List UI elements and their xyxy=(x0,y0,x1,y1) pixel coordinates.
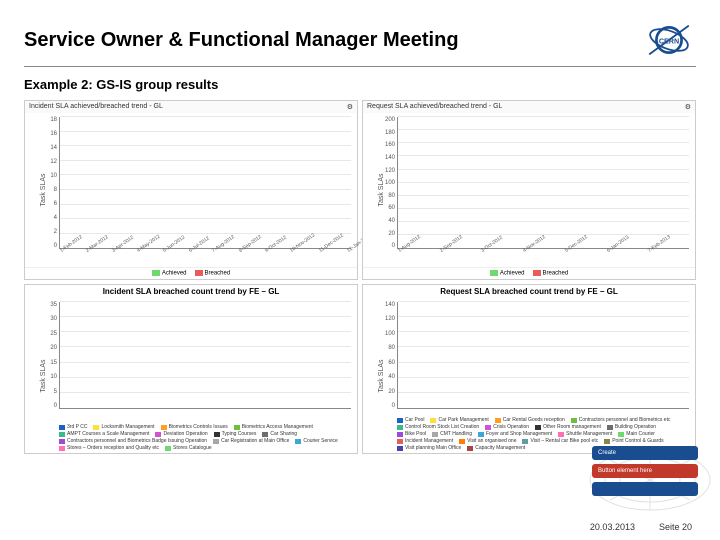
slide: Service Owner & Functional Manager Meeti… xyxy=(0,0,720,540)
charts-grid: Incident SLA achieved/breached trend - G… xyxy=(24,100,696,454)
plot-area xyxy=(397,302,689,409)
chart-title: Request SLA achieved/breached trend - GL xyxy=(367,103,502,111)
chart-request-sla-trend: Request SLA achieved/breached trend - GL… xyxy=(362,100,696,280)
chart-legend: Achieved Breached xyxy=(363,267,695,279)
y-ticks: 024681012141618 xyxy=(41,117,57,249)
x-labels: 1-Feb-20122-Mar-20123-Apr-20124-May-2012… xyxy=(59,249,351,267)
footer-date: 20.03.2013 xyxy=(590,522,635,532)
cern-logo: CERN xyxy=(642,18,696,62)
chart-incident-breached-by-fe: Incident SLA breached count trend by FE … xyxy=(24,284,358,454)
series-legend: 3rd P CCLocksmith ManagementBiometrics C… xyxy=(59,424,351,451)
gear-small-icon: ⚙ xyxy=(685,103,691,111)
overlay-label-2: Button element here xyxy=(592,464,698,478)
footer: 20.03.2013 Seite 20 xyxy=(0,522,720,532)
footer-page: Seite 20 xyxy=(659,522,692,532)
chart-title: Incident SLA achieved/breached trend - G… xyxy=(29,103,163,111)
subtitle: Example 2: GS-IS group results xyxy=(24,77,696,92)
chart-title: Incident SLA breached count trend by FE … xyxy=(25,285,357,298)
chart-incident-sla-trend: Incident SLA achieved/breached trend - G… xyxy=(24,100,358,280)
plot-area xyxy=(59,117,351,249)
gear-small-icon: ⚙ xyxy=(347,103,353,111)
series-legend: Car PoolCar Park ManagementCar Rental Go… xyxy=(397,417,689,451)
y-ticks: 05101520253035 xyxy=(41,302,57,409)
y-ticks: 020406080100120140160180200 xyxy=(379,117,395,249)
plot-area xyxy=(397,117,689,249)
y-ticks: 020406080100120140 xyxy=(379,302,395,409)
page-title: Service Owner & Functional Manager Meeti… xyxy=(24,29,459,52)
x-labels: 1-Aug-20122-Sep-20123-Oct-20124-Nov-2012… xyxy=(397,249,689,267)
svg-text:CERN: CERN xyxy=(659,37,679,46)
chart-legend: Achieved Breached xyxy=(25,267,357,279)
chart-request-breached-by-fe: Request SLA breached count trend by FE –… xyxy=(362,284,696,454)
plot-area xyxy=(59,302,351,409)
chart-title: Request SLA breached count trend by FE –… xyxy=(363,285,695,298)
title-row: Service Owner & Functional Manager Meeti… xyxy=(24,18,696,67)
